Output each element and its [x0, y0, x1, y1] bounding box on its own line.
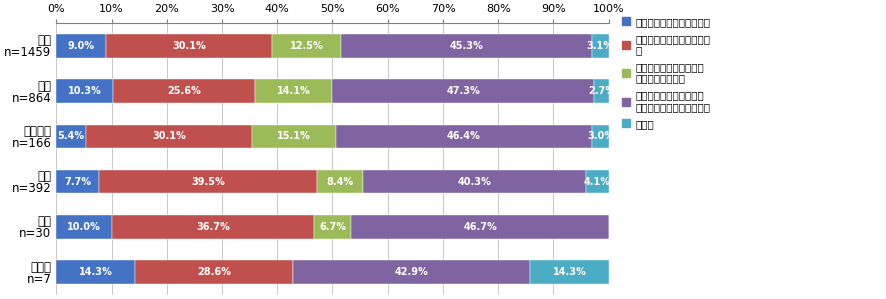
Bar — [99, 170, 317, 193]
Text: 45.3%: 45.3% — [449, 41, 484, 51]
Text: 4.1%: 4.1% — [584, 177, 610, 187]
Bar — [106, 34, 272, 58]
Bar — [57, 79, 113, 103]
Legend: 期限の制約がないと感じる, 柔軟な使い方が可能と感じ
る, 研究の評価の頻度や負担
が少ないと感じる, 中長期にわたり安定的な
資金供給が予見できること, その: 期限の制約がないと感じる, 柔軟な使い方が可能と感じ る, 研究の評価の頻度や負… — [619, 15, 712, 131]
Text: 36.7%: 36.7% — [196, 222, 229, 232]
Text: 14.1%: 14.1% — [276, 86, 310, 96]
Bar — [315, 215, 351, 239]
Bar — [254, 79, 332, 103]
Text: 10.0%: 10.0% — [67, 222, 101, 232]
Text: 47.3%: 47.3% — [447, 86, 480, 96]
Bar — [586, 170, 609, 193]
Bar — [332, 79, 594, 103]
Bar — [57, 215, 112, 239]
Text: 14.3%: 14.3% — [553, 267, 587, 277]
Bar — [293, 260, 530, 284]
Bar — [341, 34, 592, 58]
Text: 8.4%: 8.4% — [327, 177, 354, 187]
Text: 3.1%: 3.1% — [587, 41, 614, 51]
Text: 5.4%: 5.4% — [58, 131, 85, 141]
Bar — [57, 125, 86, 148]
Bar — [592, 34, 609, 58]
Bar — [317, 170, 363, 193]
Text: 15.1%: 15.1% — [277, 131, 311, 141]
Text: 46.7%: 46.7% — [463, 222, 497, 232]
Text: 12.5%: 12.5% — [290, 41, 323, 51]
Bar — [136, 260, 293, 284]
Text: 7.7%: 7.7% — [64, 177, 91, 187]
Bar — [530, 260, 610, 284]
Text: 9.0%: 9.0% — [67, 41, 95, 51]
Bar — [594, 79, 609, 103]
Text: 39.5%: 39.5% — [191, 177, 225, 187]
Text: 2.7%: 2.7% — [587, 86, 615, 96]
Text: 10.3%: 10.3% — [68, 86, 102, 96]
Bar — [57, 34, 106, 58]
Bar — [336, 125, 592, 148]
Bar — [592, 125, 609, 148]
Bar — [363, 170, 586, 193]
Bar — [86, 125, 253, 148]
Text: 3.0%: 3.0% — [587, 131, 614, 141]
Text: 14.3%: 14.3% — [79, 267, 113, 277]
Text: 40.3%: 40.3% — [458, 177, 492, 187]
Text: 25.6%: 25.6% — [167, 86, 201, 96]
Text: 28.6%: 28.6% — [198, 267, 231, 277]
Text: 30.1%: 30.1% — [152, 131, 186, 141]
Bar — [272, 34, 341, 58]
Bar — [113, 79, 254, 103]
Text: 30.1%: 30.1% — [172, 41, 206, 51]
Text: 46.4%: 46.4% — [447, 131, 481, 141]
Bar — [112, 215, 315, 239]
Bar — [57, 260, 136, 284]
Bar — [351, 215, 610, 239]
Bar — [57, 170, 99, 193]
Text: 42.9%: 42.9% — [395, 267, 429, 277]
Text: 6.7%: 6.7% — [319, 222, 346, 232]
Bar — [253, 125, 336, 148]
